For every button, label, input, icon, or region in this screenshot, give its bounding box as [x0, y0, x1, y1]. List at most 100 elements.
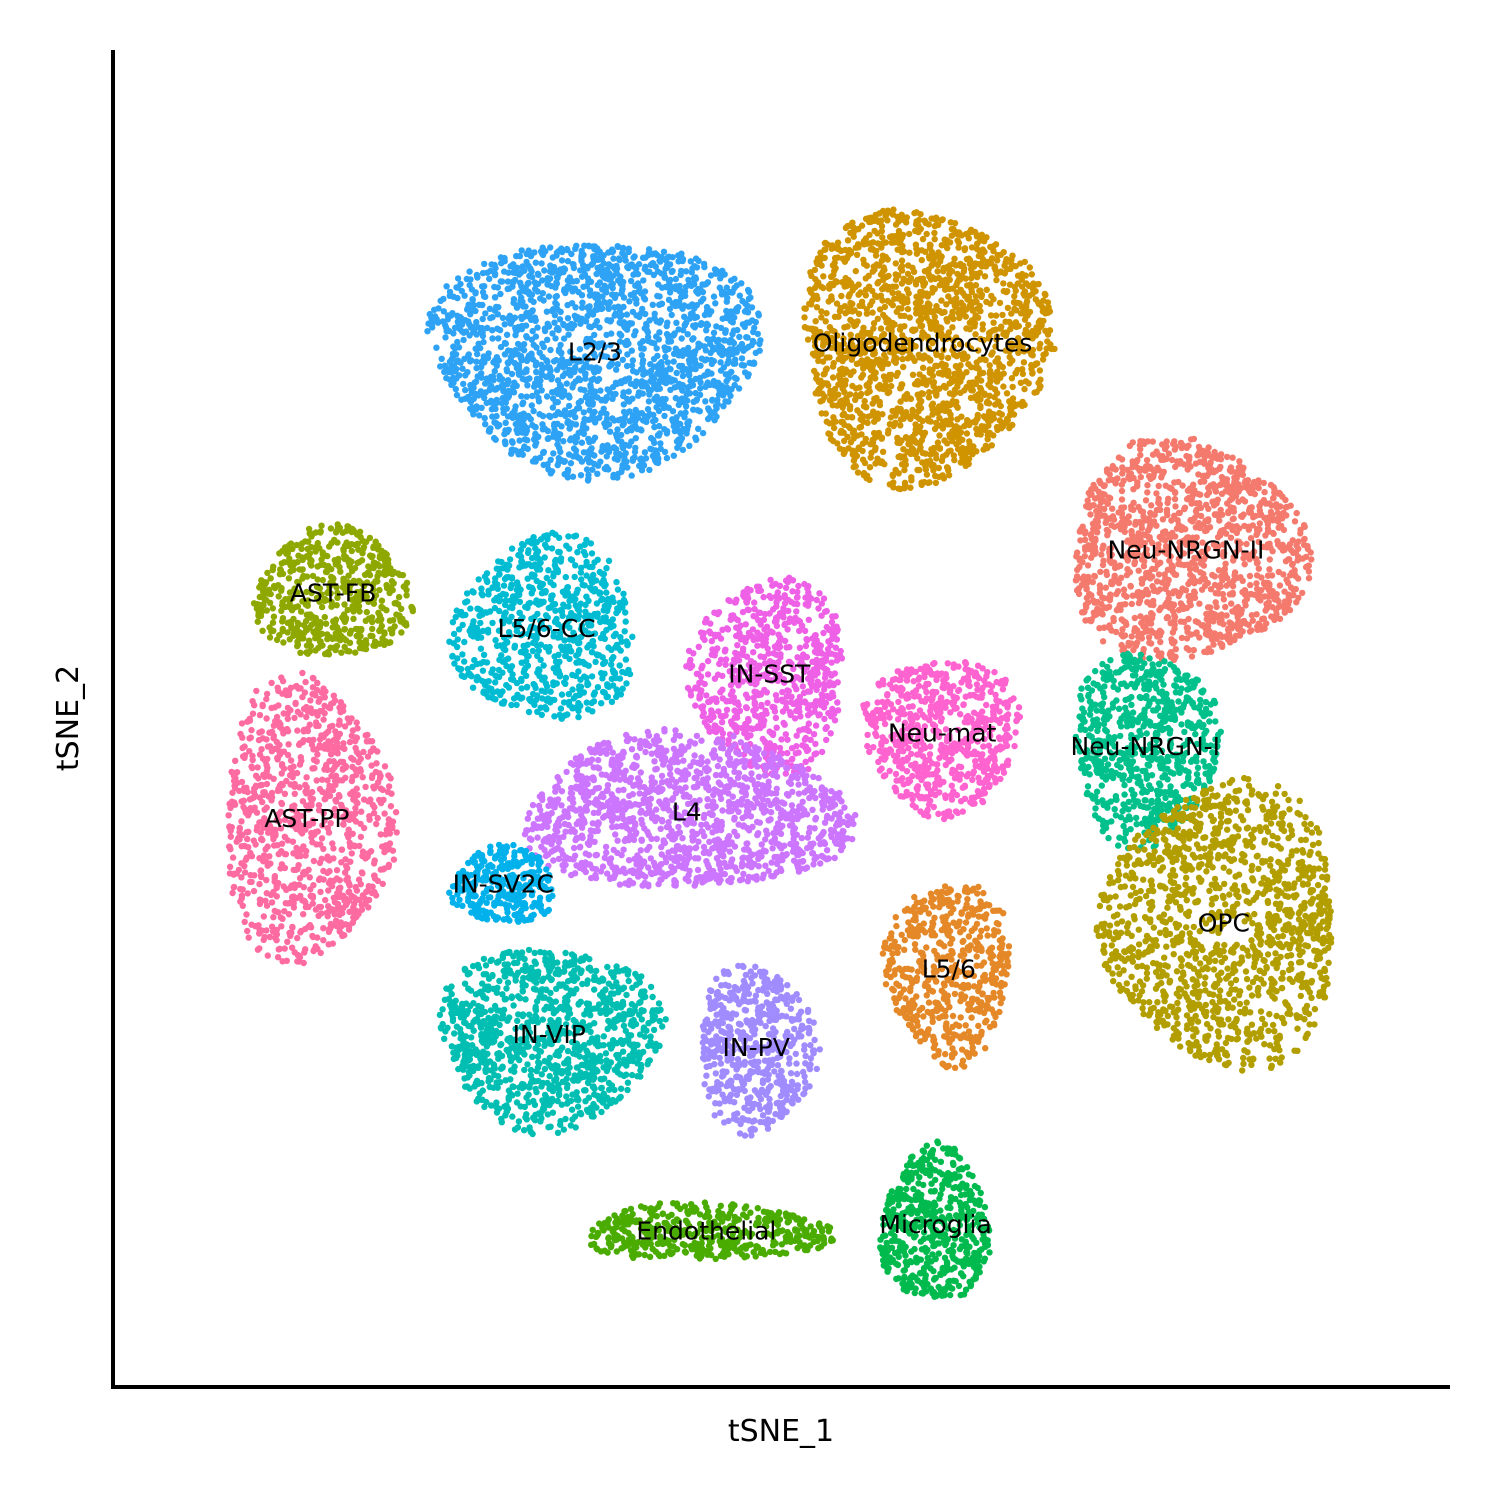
data-point: [621, 321, 628, 328]
data-point: [828, 293, 835, 300]
data-point: [594, 377, 601, 384]
data-point: [476, 412, 483, 419]
data-point: [898, 381, 905, 388]
data-point: [690, 322, 697, 329]
data-point: [556, 316, 564, 323]
data-point: [841, 389, 848, 396]
data-point: [915, 222, 922, 229]
data-point: [531, 279, 538, 286]
data-point: [443, 283, 450, 290]
data-point: [639, 390, 646, 397]
data-point: [890, 357, 898, 364]
data-point: [1226, 580, 1233, 587]
data-point: [869, 309, 876, 316]
data-point: [1253, 611, 1260, 618]
data-point: [1009, 383, 1016, 391]
data-point: [1161, 571, 1168, 578]
data-point: [807, 269, 814, 276]
data-point: [892, 260, 899, 267]
data-point: [608, 330, 615, 337]
data-point: [612, 390, 619, 398]
data-point: [695, 425, 702, 432]
data-point: [929, 372, 937, 380]
data-point: [738, 355, 746, 362]
data-point: [871, 227, 878, 235]
data-point: [1113, 590, 1120, 598]
data-point: [889, 289, 896, 296]
data-point: [570, 380, 577, 388]
data-point: [973, 359, 980, 366]
data-point: [460, 336, 467, 344]
data-point: [561, 458, 568, 465]
data-point: [893, 372, 900, 379]
data-point: [921, 429, 929, 436]
data-point: [318, 522, 325, 529]
data-point: [901, 312, 908, 320]
data-point: [994, 368, 1001, 375]
data-point: [1126, 569, 1134, 576]
data-point: [993, 276, 1000, 284]
data-point: [626, 398, 633, 405]
data-point: [615, 348, 623, 355]
data-point: [1118, 487, 1126, 495]
data-point: [1232, 474, 1239, 481]
data-point: [499, 394, 506, 402]
data-point: [1025, 321, 1032, 329]
data-point: [1256, 520, 1264, 527]
data-point: [1155, 466, 1163, 474]
data-point: [843, 254, 851, 261]
data-point: [555, 458, 562, 466]
data-point: [1147, 617, 1154, 624]
data-point: [879, 285, 886, 293]
data-point: [723, 307, 730, 315]
data-point: [1261, 514, 1268, 521]
data-point: [1092, 537, 1099, 544]
data-point: [479, 269, 487, 277]
data-point: [910, 268, 918, 275]
data-point: [1224, 500, 1231, 507]
data-point: [826, 282, 833, 289]
data-point: [879, 276, 887, 283]
data-point: [978, 231, 985, 238]
data-point: [704, 371, 711, 378]
data-point: [1134, 627, 1141, 634]
data-point: [556, 381, 564, 388]
data-point: [710, 293, 718, 300]
data-point: [870, 320, 878, 327]
data-point: [686, 372, 693, 379]
data-point: [1118, 456, 1126, 463]
data-point: [996, 361, 1003, 368]
data-point: [802, 305, 809, 312]
data-point: [658, 284, 666, 291]
data-point: [856, 359, 863, 367]
data-point: [991, 263, 999, 270]
data-point: [1108, 580, 1115, 588]
data-point: [507, 353, 514, 361]
data-point: [978, 293, 985, 301]
data-point: [725, 398, 732, 405]
data-point: [494, 384, 501, 392]
data-point: [1093, 611, 1100, 618]
data-point: [533, 368, 540, 376]
data-point: [611, 265, 619, 273]
data-point: [532, 423, 539, 431]
data-point: [628, 472, 635, 479]
data-point: [685, 357, 693, 364]
data-point: [750, 338, 757, 346]
data-point: [466, 281, 473, 289]
data-point: [581, 415, 588, 423]
data-point: [856, 424, 863, 431]
data-point: [609, 248, 617, 255]
data-point: [1021, 385, 1028, 393]
data-point: [1094, 529, 1101, 536]
data-point: [1262, 583, 1270, 591]
data-point: [567, 437, 574, 444]
data-point: [716, 284, 723, 291]
data-point: [1236, 632, 1244, 639]
data-point: [503, 405, 510, 412]
data-point: [544, 277, 552, 285]
data-point: [1156, 586, 1164, 593]
data-point: [1096, 477, 1103, 484]
data-point: [1244, 479, 1251, 486]
data-point: [945, 408, 953, 415]
